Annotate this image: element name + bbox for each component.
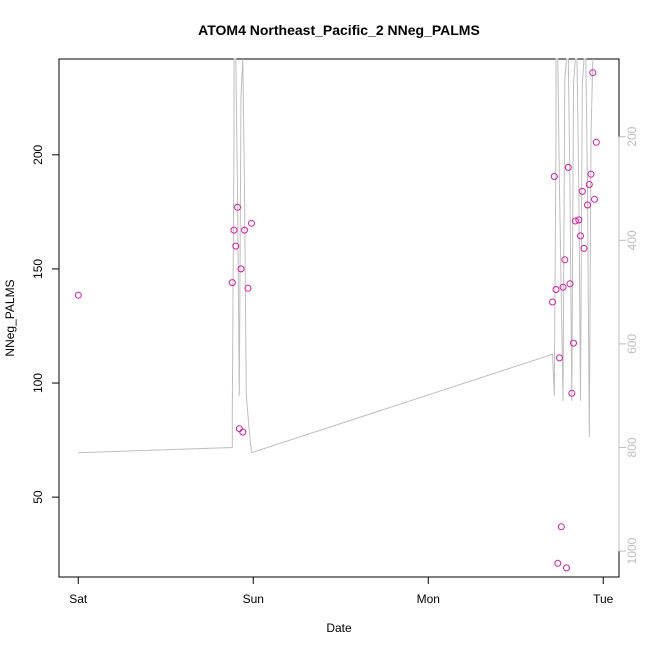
data-point: [228, 279, 236, 287]
data-point: [587, 170, 595, 178]
data-point: [557, 523, 565, 531]
y2-tick-label: 1000: [625, 537, 639, 564]
y2-axis-depth: 200 400 600 800 1000: [618, 126, 639, 564]
data-point: [571, 217, 579, 225]
data-point: [248, 219, 255, 227]
chart-title: ATOM4 Northeast_Pacific_2 NNeg_PALMS: [198, 22, 480, 38]
data-point: [570, 339, 577, 347]
x-axis: Sat Sun Mon Tue: [69, 576, 614, 606]
data-point: [589, 69, 597, 77]
data-point: [554, 559, 562, 567]
y-tick-label: 200: [31, 145, 45, 165]
y2-tick-label: 400: [625, 230, 639, 250]
y2-tick-label: 800: [625, 437, 639, 457]
data-point: [556, 354, 563, 362]
x-tick-label: Mon: [417, 592, 440, 606]
points-layer: [74, 69, 600, 572]
y-tick-label: 150: [31, 259, 45, 279]
y-tick-label: 100: [31, 373, 45, 393]
x-tick-label: Sun: [243, 592, 264, 606]
x-axis-label: Date: [326, 621, 352, 635]
data-point: [568, 389, 576, 397]
data-point: [561, 256, 569, 264]
y2-tick-label: 200: [625, 126, 639, 146]
data-point: [591, 195, 598, 203]
data-point: [550, 173, 558, 180]
data-point: [232, 242, 240, 250]
data-point: [237, 265, 245, 273]
data-point: [559, 283, 567, 291]
y2-tick-label: 600: [625, 334, 639, 354]
data-point: [577, 232, 584, 240]
y-tick-label: 50: [31, 490, 45, 504]
data-point: [234, 203, 241, 211]
y-axis-label: NNeg_PALMS: [3, 279, 17, 356]
data-point: [549, 298, 556, 306]
data-point: [580, 244, 588, 252]
data-point: [578, 187, 586, 195]
x-tick-label: Sat: [69, 592, 88, 606]
data-point: [592, 138, 600, 146]
depth-line-layer: [78, 58, 594, 454]
data-point: [241, 226, 248, 234]
data-point: [584, 201, 591, 209]
data-point: [585, 181, 593, 188]
y-axis: 50 100 150 200: [31, 145, 60, 504]
data-point: [239, 428, 247, 436]
depth-series-line: [78, 58, 594, 454]
data-point: [74, 291, 82, 299]
data-point: [244, 284, 252, 292]
data-point: [575, 216, 583, 224]
data-point: [564, 163, 572, 171]
data-point: [230, 226, 238, 234]
data-point: [563, 564, 570, 572]
x-tick-label: Tue: [593, 592, 614, 606]
data-point: [552, 286, 560, 293]
data-point: [566, 280, 574, 288]
